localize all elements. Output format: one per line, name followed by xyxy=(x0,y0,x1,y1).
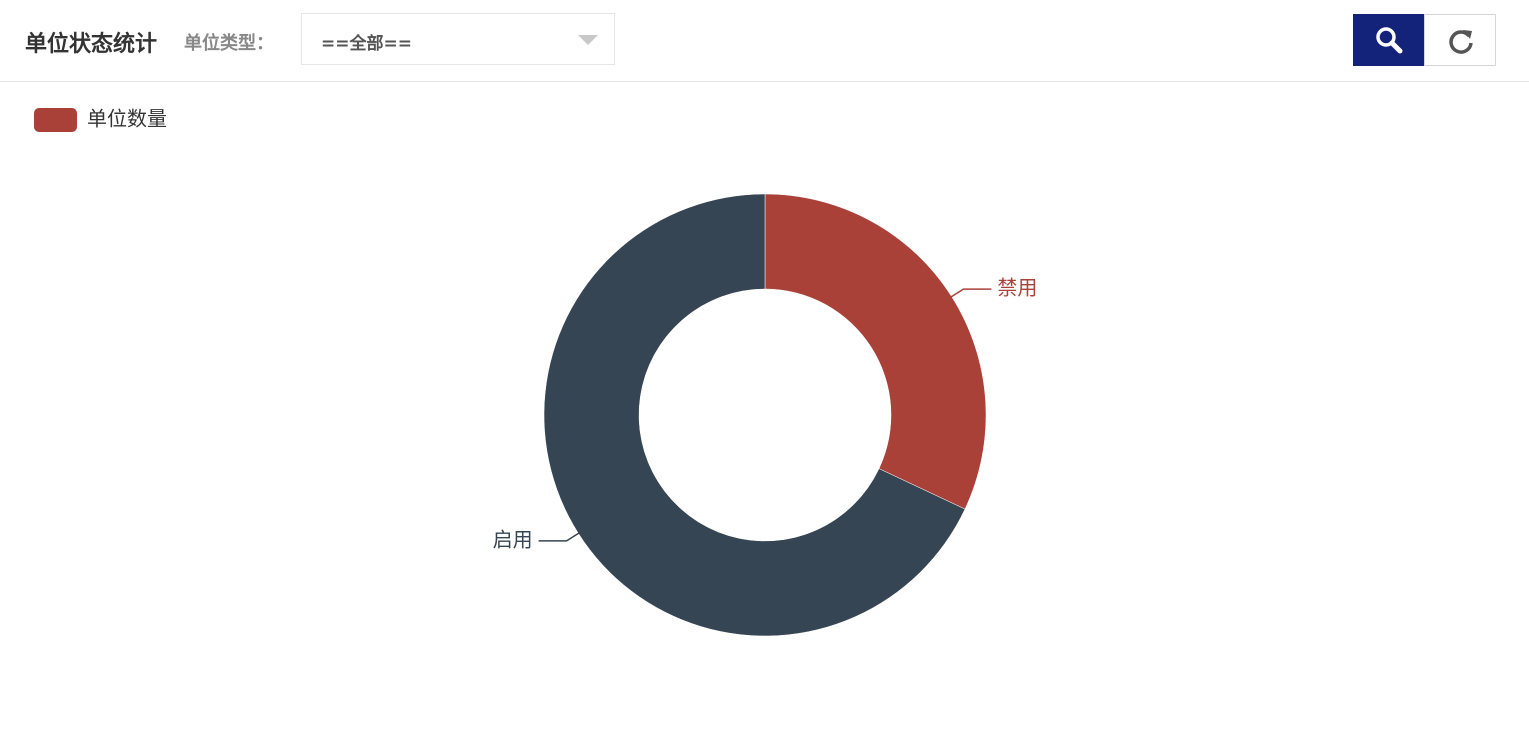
search-icon xyxy=(1376,27,1403,54)
refresh-button[interactable] xyxy=(1424,14,1496,66)
refresh-icon xyxy=(1449,30,1473,54)
filter-label: 单位类型： xyxy=(184,33,274,54)
select-arrow xyxy=(578,35,598,45)
select-value: ==全部== xyxy=(321,34,412,54)
legend-swatch xyxy=(34,108,77,132)
type-select[interactable]: ==全部== xyxy=(301,13,615,65)
page-title: 单位状态统计 xyxy=(25,32,158,57)
pie-slice xyxy=(543,193,966,637)
pie-slice xyxy=(764,193,987,510)
toolbar: 单位状态统计 单位类型： ==全部== xyxy=(0,0,1529,82)
slice-label: 启用 xyxy=(493,527,533,551)
legend-label: 单位数量 xyxy=(87,107,167,131)
label-line xyxy=(944,288,992,302)
search-button[interactable] xyxy=(1353,14,1425,66)
label-line xyxy=(538,528,586,542)
slice-label: 禁用 xyxy=(997,276,1037,300)
